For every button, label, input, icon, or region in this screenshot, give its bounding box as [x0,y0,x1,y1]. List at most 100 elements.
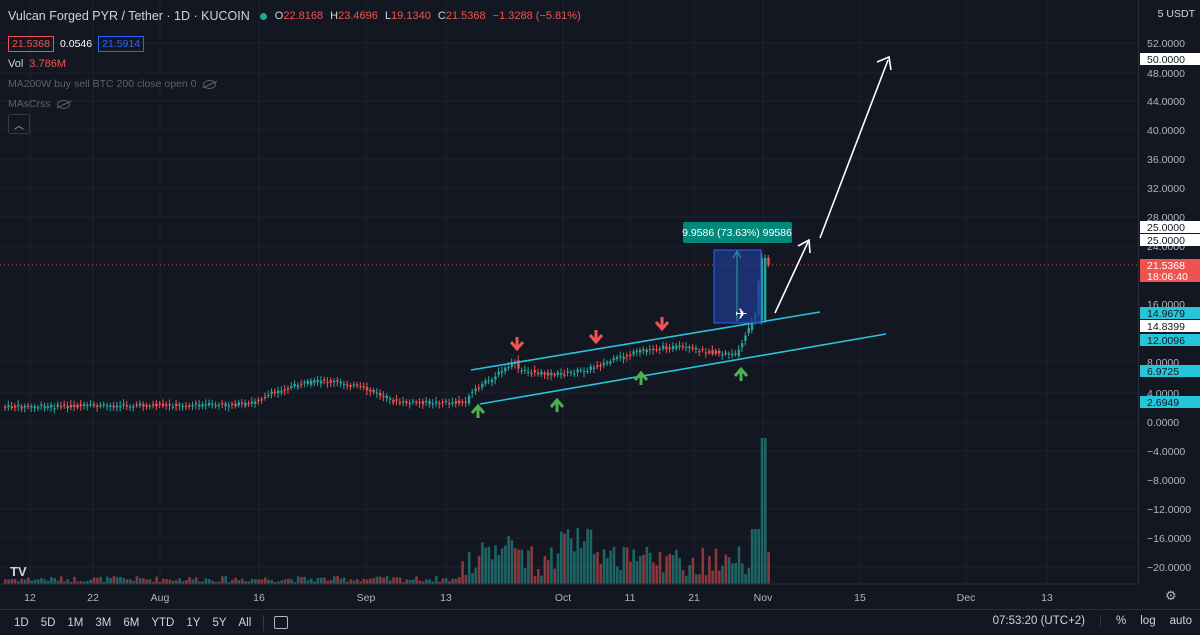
candle-body [82,404,86,407]
candle-body [270,391,273,395]
time-tick-label: Aug [151,592,170,604]
log-scale-button[interactable]: log [1140,615,1156,627]
time-tick-label: 15 [854,592,866,604]
indicator-row-1[interactable]: MA200W buy sell BTC 200 close open 0 [8,74,585,94]
toolbar-divider: | [1099,615,1103,627]
volume-bar [727,557,731,584]
auto-scale-button[interactable]: auto [1169,615,1192,627]
candle-body [102,404,106,406]
candle-body [737,349,741,356]
timeframe-6m-button[interactable]: 6M [123,616,140,629]
timeframe-1d-button[interactable]: 1D [14,616,29,629]
volume-bar [40,578,43,584]
volume-bar [99,576,103,584]
volume-bar [490,559,494,584]
currency-label[interactable]: 5 USDT [1157,8,1195,20]
candle-body [388,398,392,400]
volume-bar [92,577,96,584]
candle-body [50,404,53,408]
volume-bar [444,578,448,584]
candle-body [207,402,211,405]
volume-bar [333,576,336,584]
candle-body [638,349,642,353]
volume-bar [573,551,576,584]
volume-bar [43,579,47,584]
candle-body [625,355,629,357]
volume-bar [73,576,76,584]
price-axis[interactable]: 5 USDT 52.0000 48.0000 44.0000 40.0000 36.00… [1138,0,1200,603]
timeframe-5y-button[interactable]: 5Y [212,616,227,629]
timeframe-5d-button[interactable]: 5D [40,616,56,629]
volume-bar [112,576,116,584]
sell-button[interactable]: 21.5368 [8,36,54,52]
clock-display[interactable]: 07:53:20 (UTC+2) [992,615,1086,627]
candle-body [612,358,616,361]
timeframe-3m-button[interactable]: 3M [95,616,112,629]
settings-icon[interactable]: ⚙ [1165,588,1177,603]
volume-bar [379,576,382,584]
candle-body [33,406,37,409]
symbol-title[interactable]: Vulcan Forged PYR / Tether · 1D · KUCOIN [8,9,250,23]
channel-lower-line[interactable] [479,333,887,405]
indicator-row-2[interactable]: MAsCrss [8,94,585,114]
candle-body [342,383,346,385]
volume-bar [767,552,770,584]
candle-body [379,393,382,396]
candle-body [504,367,507,372]
price-tick-label: 36.0000 [1147,154,1185,166]
legend-title-row: Vulcan Forged PYR / Tether · 1D · KUCOIN… [8,6,585,26]
buy-signal-arrow-icon [470,403,486,418]
volume-bar [20,578,24,584]
tradingview-logo[interactable]: TV [10,564,27,579]
candle-body [306,380,310,384]
price-label: 14.9679 [1147,308,1185,320]
buy-button[interactable]: 21.5914 [98,36,145,52]
timeframe-1m-button[interactable]: 1M [67,616,84,629]
candle-body [727,353,731,355]
collapse-legend-button[interactable]: ︿ [8,114,30,134]
timeframe-1y-button[interactable]: 1Y [186,616,201,629]
volume-bar [513,548,517,584]
candle-body [527,371,530,373]
volume-bar [362,578,366,584]
volume-bar [17,581,20,584]
hidden-eye-icon[interactable] [202,79,216,89]
price-tick-label: 0.0000 [1147,417,1179,429]
candle-body [609,361,612,364]
volume-bar [467,552,471,584]
timeframe-all-button[interactable]: All [238,616,252,629]
candle-body [59,405,63,408]
volume-bar [359,581,362,584]
volume-bar [668,553,672,584]
calendar-range-icon[interactable] [274,616,289,629]
volume-bar [553,568,557,584]
time-tick-label: 16 [253,592,265,604]
time-tick-label: Sep [357,592,376,604]
volume-bar [421,581,425,584]
hidden-eye-icon[interactable] [56,99,70,109]
volume-bar [273,581,277,584]
volume-bar [763,438,767,584]
volume-bar [326,580,330,584]
candle-body [362,386,366,388]
projection-arrow-1[interactable] [774,241,809,314]
volume-bar [717,570,721,584]
volume-bar [425,579,428,584]
time-axis[interactable]: 12 22 Aug 16 Sep 13 Oct 11 21 Nov 15 Dec 13 [24,592,1053,604]
volume-bar [155,576,158,584]
volume-bar [760,438,764,584]
percent-scale-button[interactable]: % [1116,615,1127,627]
timeframe-ytd-button[interactable]: YTD [151,616,175,629]
volume-bar [635,561,639,584]
volume-bar [66,579,70,584]
volume-bar [441,578,445,584]
candle-body [497,371,500,375]
candle-body [691,347,695,349]
price-chart[interactable]: ✈ 9.9586 (73.63%) 99586 12 22 Aug 16 Sep 13 Oc… [0,0,1138,609]
candle-body [658,348,662,350]
volume-bar [277,581,280,584]
candle-body [425,400,428,403]
candle-body [484,380,487,384]
projection-arrow-2[interactable] [819,59,889,239]
channel-upper-line[interactable] [470,311,821,371]
